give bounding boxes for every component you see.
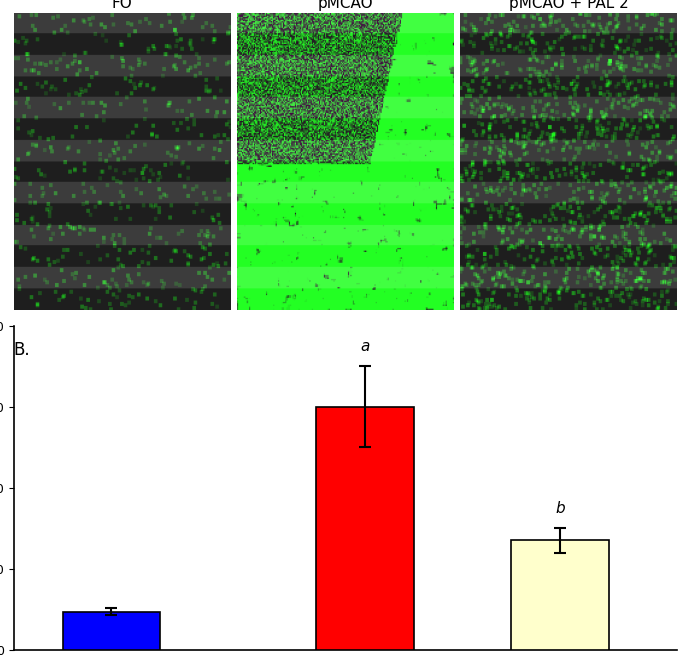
- Bar: [316, 407, 414, 650]
- Text: B.: B.: [14, 341, 30, 359]
- Bar: [63, 612, 160, 650]
- Text: b: b: [556, 501, 565, 516]
- Text: a: a: [360, 339, 370, 354]
- Title: pMCAO + PAL 2: pMCAO + PAL 2: [509, 0, 629, 11]
- Title: FO: FO: [112, 0, 133, 11]
- Bar: [511, 540, 609, 650]
- Title: pMCAO: pMCAO: [318, 0, 373, 11]
